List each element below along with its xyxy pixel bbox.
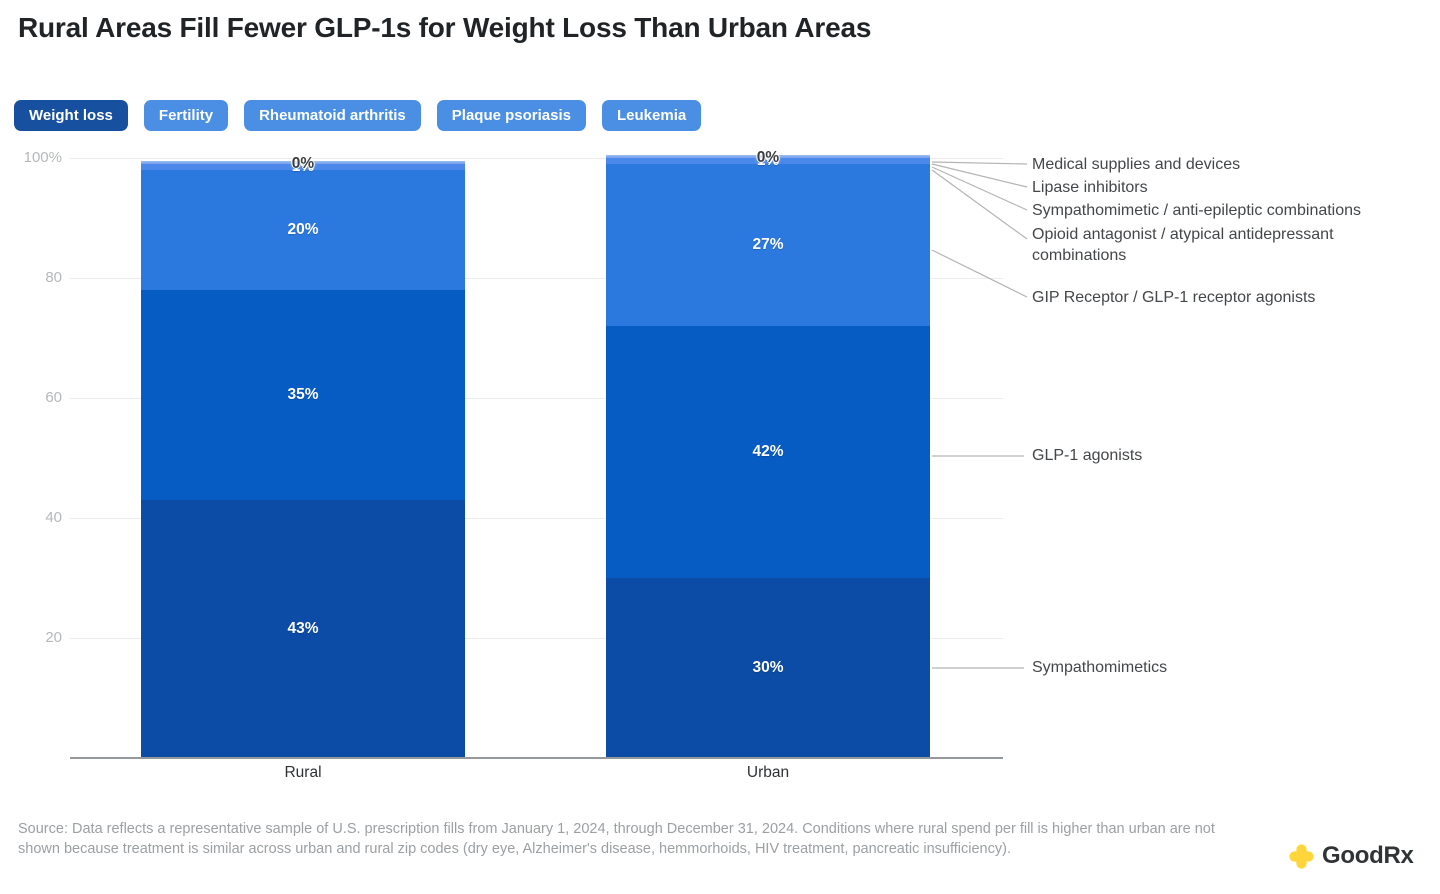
annotation-opioid-antagonist-atypical-antidepressant-combinations: Opioid antagonist / atypical antidepress… bbox=[1032, 226, 1334, 264]
category-label-urban: Urban bbox=[746, 764, 790, 781]
source-note: Source: Data reflects a representative s… bbox=[18, 821, 1215, 857]
gridline-40 bbox=[70, 518, 1003, 519]
x-axis-line bbox=[70, 757, 1003, 759]
bar-segment-sympathomimetic-anti-epileptic-combinations-rural[interactable] bbox=[141, 163, 465, 164]
tab-fertility[interactable]: Fertility bbox=[143, 100, 229, 131]
y-tick-label-60: 60 bbox=[45, 389, 62, 406]
tab-plaque-psoriasis[interactable]: Plaque psoriasis bbox=[436, 100, 586, 131]
goodrx-plus-icon bbox=[1289, 843, 1314, 869]
segment-value-label: 20% bbox=[287, 221, 319, 238]
segment-value-label: 43% bbox=[287, 620, 319, 637]
goodrx-wordmark: GoodRx bbox=[1322, 842, 1414, 869]
category-label-rural: Rural bbox=[284, 764, 322, 781]
bar-segment-gip-receptor-glp-1-receptor-agonists-urban[interactable]: 27% bbox=[606, 164, 930, 326]
tab-rheumatoid-arthritis[interactable]: Rheumatoid arthritis bbox=[244, 100, 421, 131]
tab-weight-loss[interactable]: Weight loss bbox=[14, 100, 128, 131]
bar-segment-sympathomimetics-urban[interactable]: 30% bbox=[606, 578, 930, 758]
bar-segment-medical-supplies-and-devices-rural[interactable] bbox=[141, 161, 465, 162]
segment-value-label: 30% bbox=[752, 659, 784, 676]
condition-tabs: Weight loss Fertility Rheumatoid arthrit… bbox=[14, 100, 702, 131]
tab-leukemia[interactable]: Leukemia bbox=[602, 100, 702, 131]
bar-segment-medical-supplies-and-devices-urban[interactable] bbox=[606, 155, 930, 156]
annotation-medical-supplies-and-devices: Medical supplies and devices bbox=[1032, 156, 1241, 173]
zero-value-label-urban: 0% bbox=[756, 149, 780, 166]
annotation-sympathomimetic-anti-epileptic-combinations: Sympathomimetic / anti-epileptic combina… bbox=[1032, 202, 1362, 219]
gridline-60 bbox=[70, 398, 1003, 399]
annotation-lipase-inhibitors: Lipase inhibitors bbox=[1032, 179, 1148, 196]
goodrx-logo: GoodRx bbox=[1288, 842, 1414, 870]
y-tick-label-100: 100% bbox=[23, 149, 62, 166]
y-tick-label-80: 80 bbox=[45, 269, 62, 286]
gridline-20 bbox=[70, 638, 1003, 639]
bar-segment-lipase-inhibitors-urban[interactable] bbox=[606, 156, 930, 157]
bar-segment-gip-receptor-glp-1-receptor-agonists-rural[interactable]: 20% bbox=[141, 170, 465, 290]
segment-value-label: 27% bbox=[752, 236, 784, 253]
page-title: Rural Areas Fill Fewer GLP-1s for Weight… bbox=[18, 12, 872, 43]
y-tick-label-40: 40 bbox=[45, 509, 62, 526]
bar-segment-sympathomimetics-rural[interactable]: 43% bbox=[141, 500, 465, 758]
gridline-100 bbox=[70, 158, 1003, 159]
segment-value-label: 42% bbox=[752, 443, 784, 460]
annotation-glp-1-agonists: GLP-1 agonists bbox=[1032, 447, 1143, 464]
gridline-80 bbox=[70, 278, 1003, 279]
bar-segment-lipase-inhibitors-rural[interactable] bbox=[141, 162, 465, 163]
bar-segment-glp-1-agonists-rural[interactable]: 35% bbox=[141, 290, 465, 500]
annotation-gip-receptor-glp-1-receptor-agonists: GIP Receptor / GLP-1 receptor agonists bbox=[1032, 289, 1316, 306]
annotation-sympathomimetics: Sympathomimetics bbox=[1032, 659, 1168, 676]
segment-value-label: 35% bbox=[287, 386, 319, 403]
bar-segment-sympathomimetic-anti-epileptic-combinations-urban[interactable] bbox=[606, 157, 930, 158]
bar-segment-glp-1-agonists-urban[interactable]: 42% bbox=[606, 326, 930, 578]
y-tick-label-20: 20 bbox=[45, 629, 62, 646]
zero-value-label-rural: 0% bbox=[291, 155, 315, 172]
